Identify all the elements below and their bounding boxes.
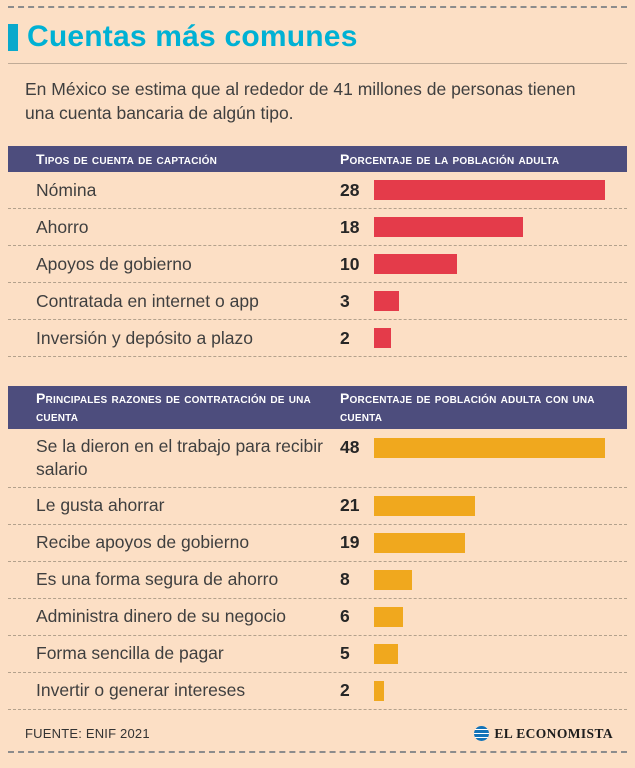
row-value: 2 bbox=[340, 327, 350, 348]
row-value-bar: 10 bbox=[340, 254, 627, 275]
table-row: Invertir o generar intereses 2 bbox=[8, 673, 627, 710]
table-row: Nómina 28 bbox=[8, 172, 627, 210]
table-row: Forma sencilla de pagar 5 bbox=[8, 636, 627, 673]
row-label: Invertir o generar intereses bbox=[36, 680, 246, 701]
row-value-bar: 2 bbox=[340, 680, 627, 701]
bar bbox=[374, 437, 605, 458]
table-row: Administra dinero de su negocio 6 bbox=[8, 599, 627, 636]
row-label: Ahorro bbox=[36, 216, 89, 237]
bar-track bbox=[374, 180, 605, 201]
row-value: 48 bbox=[340, 437, 360, 458]
bar bbox=[374, 217, 523, 238]
bottom-divider bbox=[8, 750, 627, 753]
table-row: Recibe apoyos de gobierno 19 bbox=[8, 525, 627, 562]
row-value: 2 bbox=[340, 680, 350, 701]
bar bbox=[374, 569, 413, 590]
row-label: Recibe apoyos de gobierno bbox=[36, 532, 250, 553]
title-marker bbox=[8, 23, 18, 51]
row-label: Forma sencilla de pagar bbox=[36, 643, 224, 664]
row-label: Es una forma segura de ahorro bbox=[36, 569, 279, 590]
row-value: 3 bbox=[340, 290, 350, 311]
bar-track bbox=[374, 495, 605, 516]
razones-table: Principales razones de contratación de u… bbox=[8, 386, 627, 710]
bar bbox=[374, 495, 476, 516]
bar bbox=[374, 254, 457, 275]
bar bbox=[374, 180, 605, 201]
column-header-porcentaje: Porcentaje de población adulta con una c… bbox=[340, 390, 595, 424]
title-row: Cuentas más comunes bbox=[8, 20, 627, 54]
title-rule bbox=[8, 63, 627, 64]
row-value: 10 bbox=[340, 253, 360, 274]
column-header-categoria: Tipos de cuenta de captación bbox=[36, 150, 218, 167]
table-row: Le gusta ahorrar 21 bbox=[8, 488, 627, 525]
row-label: Le gusta ahorrar bbox=[36, 495, 165, 516]
source-text: FUENTE: ENIF 2021 bbox=[25, 726, 150, 742]
bar-track bbox=[374, 437, 605, 458]
bar-track bbox=[374, 254, 605, 275]
table-row: Ahorro 18 bbox=[8, 209, 627, 247]
row-value-bar: 2 bbox=[340, 328, 627, 349]
intro-text: En México se estima que al rededor de 41… bbox=[25, 79, 576, 124]
row-value: 18 bbox=[340, 216, 360, 237]
row-value-bar: 18 bbox=[340, 217, 627, 238]
table-row: Apoyos de gobierno 10 bbox=[8, 246, 627, 284]
bar bbox=[374, 328, 391, 349]
bar-track bbox=[374, 680, 605, 701]
row-value-bar: 8 bbox=[340, 569, 627, 590]
table-row: Se la dieron en el trabajo para recibir … bbox=[8, 429, 627, 488]
bar-track bbox=[374, 532, 605, 553]
row-value: 8 bbox=[340, 569, 350, 590]
row-label: Nómina bbox=[36, 179, 97, 200]
bar-track bbox=[374, 328, 605, 349]
el-economista-globe-icon bbox=[474, 726, 490, 742]
captacion-table: Tipos de cuenta de captación Porcentaje … bbox=[8, 146, 627, 358]
row-label: Inversión y depósito a plazo bbox=[36, 327, 253, 348]
row-value-bar: 19 bbox=[340, 532, 627, 553]
el-economista-wordmark: EL ECONOMISTA bbox=[494, 725, 613, 741]
footer: FUENTE: ENIF 2021 EL ECONOMISTA bbox=[8, 726, 627, 742]
bar bbox=[374, 291, 399, 312]
bar bbox=[374, 606, 403, 627]
row-label: Se la dieron en el trabajo para recibir … bbox=[36, 436, 323, 480]
row-label: Contratada en internet o app bbox=[36, 290, 259, 311]
bar-track bbox=[374, 606, 605, 627]
table-row: Contratada en internet o app 3 bbox=[8, 283, 627, 321]
bar-track bbox=[374, 291, 605, 312]
table-row: Inversión y depósito a plazo 2 bbox=[8, 320, 627, 358]
row-value: 19 bbox=[340, 532, 360, 553]
row-value-bar: 21 bbox=[340, 495, 627, 516]
bar-track bbox=[374, 643, 605, 664]
bar bbox=[374, 643, 399, 664]
table-row: Es una forma segura de ahorro 8 bbox=[8, 562, 627, 599]
row-value-bar: 28 bbox=[340, 180, 627, 201]
row-value: 6 bbox=[340, 606, 350, 627]
row-value-bar: 48 bbox=[340, 437, 627, 458]
column-header-razon: Principales razones de contratación de u… bbox=[36, 390, 311, 424]
row-value: 5 bbox=[340, 643, 350, 664]
top-divider bbox=[8, 6, 627, 8]
row-value: 21 bbox=[340, 495, 360, 516]
bar-track bbox=[374, 569, 605, 590]
row-value-bar: 6 bbox=[340, 606, 627, 627]
razones-table-header: Principales razones de contratación de u… bbox=[8, 386, 627, 430]
row-value: 28 bbox=[340, 179, 360, 200]
row-label: Apoyos de gobierno bbox=[36, 253, 192, 274]
column-header-porcentaje: Porcentaje de la población adulta bbox=[340, 150, 560, 167]
el-economista-logo: EL ECONOMISTA bbox=[474, 726, 613, 742]
bar bbox=[374, 680, 384, 701]
bar-track bbox=[374, 217, 605, 238]
row-value-bar: 5 bbox=[340, 643, 627, 664]
bar bbox=[374, 532, 466, 553]
page-title: Cuentas más comunes bbox=[27, 20, 358, 53]
row-value-bar: 3 bbox=[340, 291, 627, 312]
captacion-table-header: Tipos de cuenta de captación Porcentaje … bbox=[8, 146, 627, 173]
row-label: Administra dinero de su negocio bbox=[36, 606, 287, 627]
